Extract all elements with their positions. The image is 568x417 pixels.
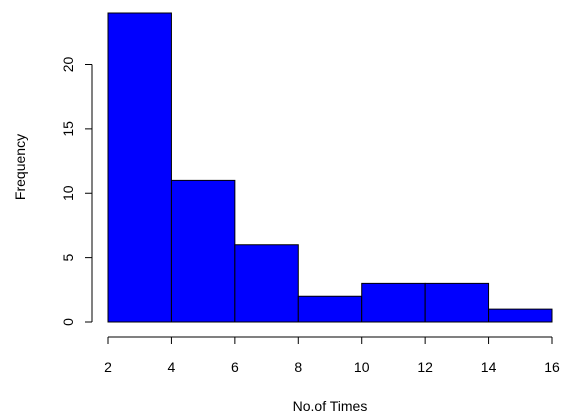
histogram-bar-0 <box>107 12 172 323</box>
y-axis: 0 5 10 15 20 <box>60 57 93 326</box>
x-tick-label-8: 8 <box>294 359 302 375</box>
y-tick-label-10: 10 <box>60 185 76 201</box>
y-axis-title: Frequency <box>12 134 28 200</box>
x-tick-label-6: 6 <box>231 359 239 375</box>
y-tick-label-15: 15 <box>60 121 76 137</box>
histogram-bar-6 <box>488 308 553 323</box>
y-tick-label-5: 5 <box>60 254 76 262</box>
histogram-bar-4 <box>361 282 426 323</box>
x-tick-label-10: 10 <box>354 359 370 375</box>
x-tick-label-2: 2 <box>104 359 112 375</box>
bars-group <box>107 12 553 323</box>
histogram-bar-2 <box>234 244 299 323</box>
y-tick-label-20: 20 <box>60 57 76 73</box>
histogram-bar-1 <box>170 179 236 323</box>
x-axis: 2 4 6 8 10 12 14 16 <box>104 336 560 375</box>
x-tick-label-12: 12 <box>417 359 433 375</box>
y-tick-label-0: 0 <box>60 318 76 326</box>
x-tick-label-16: 16 <box>544 359 560 375</box>
x-tick-label-4: 4 <box>168 359 176 375</box>
x-axis-title: No.of Times <box>293 398 368 414</box>
histogram-bar-5 <box>424 282 490 323</box>
histogram-bar-3 <box>297 295 363 323</box>
x-tick-label-14: 14 <box>481 359 497 375</box>
